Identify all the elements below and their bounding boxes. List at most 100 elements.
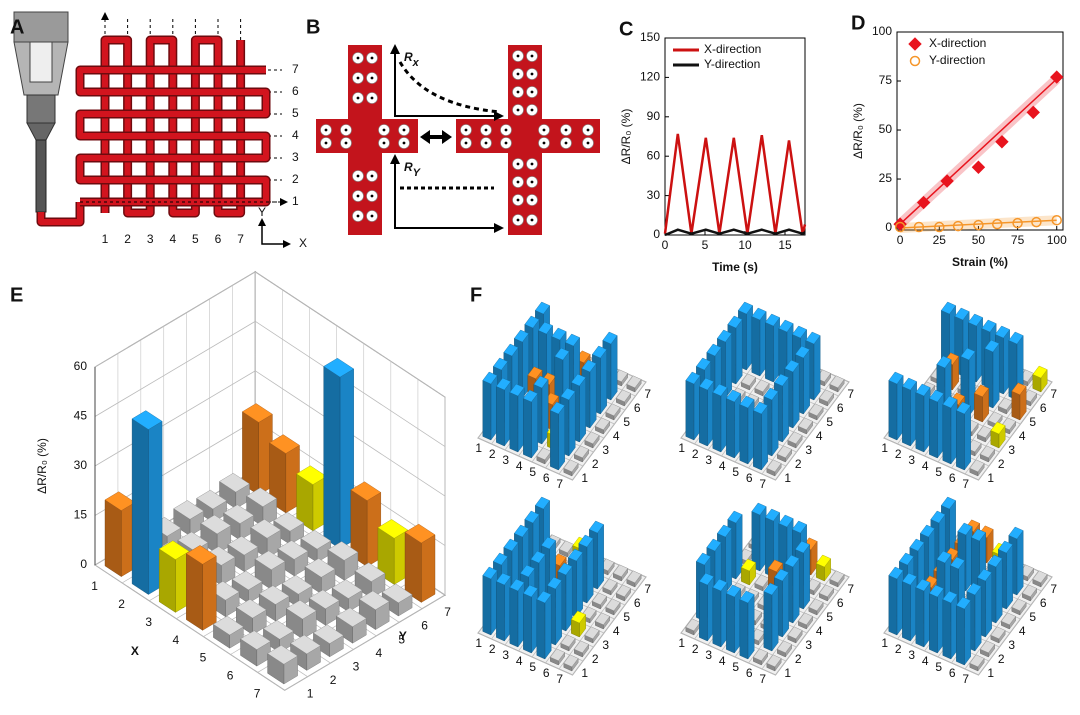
bar-face	[377, 519, 409, 539]
bar-face	[563, 654, 579, 668]
data-point	[934, 221, 945, 233]
y-tick-label: 1	[987, 666, 994, 680]
bar-face	[739, 599, 749, 660]
bar-face	[712, 578, 728, 592]
floor-grid	[775, 381, 850, 481]
bar	[990, 421, 1006, 449]
marker-center	[504, 128, 508, 132]
marker-center	[516, 218, 520, 222]
bar	[739, 395, 755, 465]
bar-face	[995, 557, 1003, 624]
data-line	[663, 133, 807, 235]
x-tick-label: 3	[502, 453, 509, 467]
x-tick-label: 1	[678, 441, 685, 455]
bar-face	[751, 502, 767, 516]
bar-face	[764, 313, 781, 327]
bar	[335, 607, 367, 644]
bar-face	[784, 554, 800, 568]
bar-face	[752, 648, 769, 662]
x-tick-label: 6	[746, 471, 753, 485]
bar-face	[626, 375, 642, 389]
bar-face	[940, 301, 957, 315]
nozzle	[13, 11, 69, 213]
bar	[522, 389, 539, 459]
bar-face	[726, 593, 735, 654]
marker-center	[530, 90, 534, 94]
bar-face	[930, 510, 946, 524]
data-point	[913, 221, 925, 233]
panel-label: D	[851, 12, 865, 34]
data-point	[894, 221, 906, 233]
bar-face	[699, 581, 708, 642]
bar	[797, 417, 814, 435]
bar-face	[534, 496, 551, 510]
y-tick-label: 5	[623, 610, 630, 624]
resistance-label: RY	[404, 160, 422, 179]
label-main: R	[404, 160, 413, 174]
bar-face	[496, 581, 505, 642]
bar	[219, 472, 250, 509]
bar-face	[936, 550, 952, 564]
marker-center	[504, 141, 508, 145]
bar-face	[1011, 382, 1027, 396]
bar-face	[966, 582, 982, 596]
bar	[605, 403, 621, 421]
floor-grid	[572, 576, 647, 676]
bar-face	[928, 584, 945, 598]
bar-face	[554, 347, 570, 361]
bar	[969, 459, 985, 477]
bar	[573, 445, 590, 463]
bar-face	[888, 575, 898, 636]
fit-line	[900, 219, 1057, 229]
y-tick-label: 7	[847, 582, 854, 596]
marker-center	[464, 128, 468, 132]
bar-face	[591, 592, 608, 606]
bar-face	[1032, 570, 1048, 584]
marker-center	[344, 128, 348, 132]
y-tick-label: 2	[592, 457, 599, 471]
bar-face	[530, 550, 546, 564]
bar-face	[784, 359, 800, 373]
bar	[482, 371, 498, 441]
bar-face	[765, 322, 774, 383]
marker-center	[530, 162, 534, 166]
bar	[888, 371, 904, 441]
y-tick-label: 75	[879, 73, 893, 87]
marker-center	[586, 141, 590, 145]
y-tick-label: 7	[1050, 387, 1057, 401]
panel-label: C	[619, 18, 633, 40]
bar	[584, 431, 600, 449]
bar	[751, 502, 767, 572]
lead	[38, 202, 83, 225]
data-line	[664, 228, 806, 237]
floor-grid	[761, 375, 836, 475]
y-tick-label: 4	[613, 429, 620, 443]
bar-face	[739, 590, 755, 604]
bar	[327, 541, 359, 581]
bar-face	[567, 548, 584, 562]
x-tick-label: 2	[489, 642, 496, 656]
legend-label: X-direction	[704, 42, 761, 56]
bar-face	[815, 554, 832, 568]
bar-face	[524, 315, 540, 329]
floor-grid	[964, 570, 1039, 670]
bar-face	[763, 387, 779, 401]
bar-face	[605, 403, 621, 417]
bar-face	[974, 392, 983, 423]
label-main: R	[404, 50, 413, 64]
bar	[267, 645, 298, 685]
bar-face	[727, 510, 743, 524]
bar-face	[555, 579, 562, 646]
bar-face	[527, 366, 543, 380]
x-tick-label: 100	[1047, 233, 1067, 247]
axis-label: X	[299, 236, 307, 250]
bar-face	[492, 552, 509, 566]
bar-face	[888, 566, 904, 580]
bar-face	[787, 431, 803, 445]
bar-face	[568, 391, 576, 457]
marker-center	[370, 76, 374, 80]
y-tick-label: 6	[421, 619, 428, 633]
y-tick-label: 1	[307, 687, 314, 701]
bar	[358, 590, 390, 630]
bar	[751, 307, 767, 377]
